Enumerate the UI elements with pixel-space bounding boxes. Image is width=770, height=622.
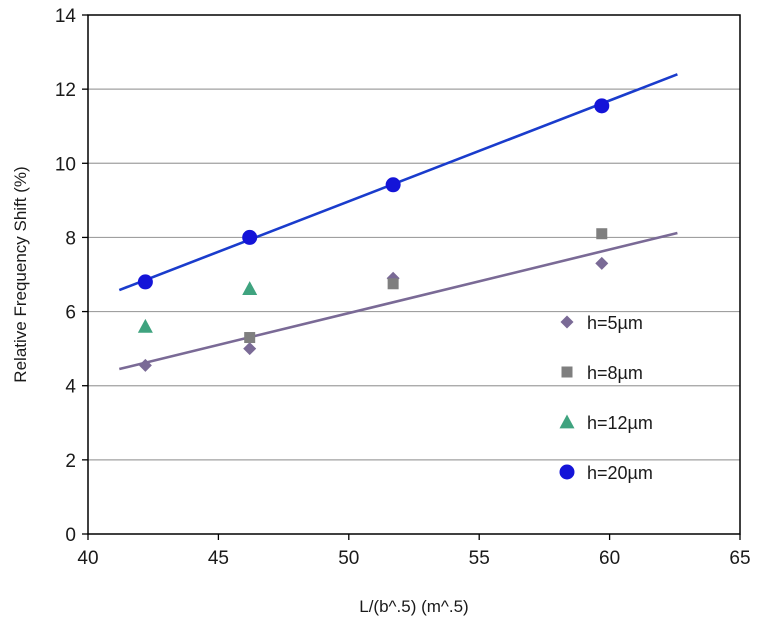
y-tick-label: 8 bbox=[65, 228, 76, 249]
data-point-triangle bbox=[242, 281, 258, 295]
axis-ticks: 0 2 4 6 8 10 12 14 40 45 50 55 60 65 bbox=[55, 6, 751, 569]
legend-label: h=8µm bbox=[587, 363, 643, 383]
y-tick-label: 2 bbox=[65, 451, 76, 472]
legend-label: h=5µm bbox=[587, 313, 643, 333]
legend-marker-diamond bbox=[560, 315, 574, 329]
x-tick-label: 50 bbox=[338, 548, 359, 569]
x-tick-label: 55 bbox=[469, 548, 490, 569]
legend: h=5µm h=8µm h=12µm h=20µm bbox=[559, 313, 653, 483]
legend-marker-triangle bbox=[559, 414, 575, 429]
x-tick-label: 65 bbox=[729, 548, 750, 569]
x-axis-title: L/(b^.5) (m^.5) bbox=[359, 597, 468, 616]
x-tick-label: 45 bbox=[208, 548, 229, 569]
trendline bbox=[118, 231, 678, 371]
data-point-square bbox=[387, 278, 399, 290]
legend-marker-square bbox=[561, 366, 573, 378]
legend-label: h=20µm bbox=[587, 463, 653, 483]
data-point-circle bbox=[594, 98, 610, 114]
data-point-diamond bbox=[595, 256, 609, 270]
y-tick-label: 0 bbox=[65, 525, 76, 546]
x-tick-label: 60 bbox=[599, 548, 620, 569]
gridlines bbox=[88, 88, 740, 461]
data-point-circle bbox=[137, 274, 153, 290]
y-axis-title: Relative Frequency Shift (%) bbox=[11, 166, 30, 382]
data-points bbox=[137, 98, 610, 372]
plot-area-frame bbox=[87, 14, 741, 535]
data-point-square bbox=[596, 228, 608, 240]
y-tick-label: 6 bbox=[65, 303, 76, 324]
y-tick-label: 10 bbox=[55, 154, 76, 175]
legend-label: h=12µm bbox=[587, 413, 653, 433]
data-point-circle bbox=[385, 177, 401, 193]
data-point-diamond bbox=[138, 358, 152, 372]
y-tick-label: 12 bbox=[55, 80, 76, 101]
y-tick-label: 14 bbox=[55, 6, 77, 27]
data-point-triangle bbox=[137, 318, 153, 333]
y-tick-label: 4 bbox=[65, 377, 76, 398]
data-point-diamond bbox=[243, 342, 257, 356]
data-point-square bbox=[244, 332, 256, 344]
x-tick-label: 40 bbox=[77, 548, 98, 569]
data-point-circle bbox=[242, 229, 258, 245]
legend-marker-circle bbox=[559, 464, 575, 480]
